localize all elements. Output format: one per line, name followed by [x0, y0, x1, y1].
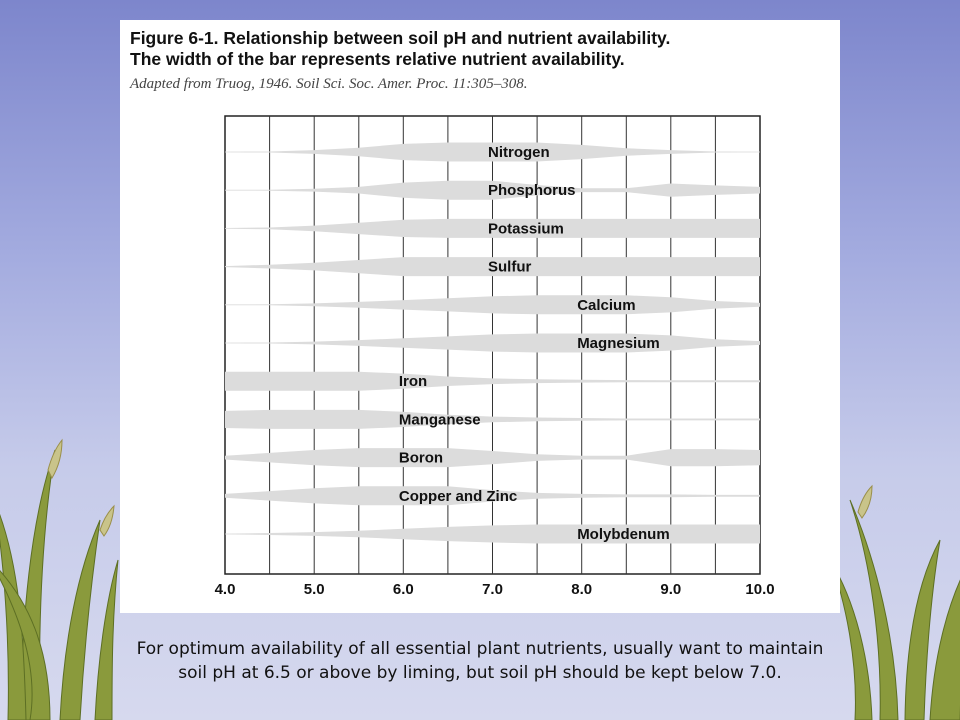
x-tick-label: 4.0	[215, 581, 236, 598]
figure-title-line1: Figure 6-1. Relationship between soil pH…	[130, 28, 671, 48]
band-nitrogen	[225, 142, 760, 162]
x-tick-label: 7.0	[482, 581, 503, 598]
band-manganese	[225, 409, 760, 429]
caption-line2: soil pH at 6.5 or above by liming, but s…	[178, 663, 782, 683]
x-tick-label: 6.0	[393, 581, 414, 598]
band-label: Phosphorus	[488, 182, 576, 199]
figure-panel: Figure 6-1. Relationship between soil pH…	[120, 20, 840, 613]
band-label: Manganese	[399, 411, 481, 428]
band-label: Boron	[399, 450, 443, 467]
figure-source: Adapted from Truog, 1946. Soil Sci. Soc.…	[130, 76, 528, 92]
band-iron	[225, 371, 760, 391]
band-label: Iron	[399, 373, 427, 390]
caption: For optimum availability of all essentia…	[20, 637, 940, 685]
band-potassium	[225, 218, 760, 238]
band-molybdenum	[225, 524, 760, 544]
x-tick-label: 9.0	[660, 581, 681, 598]
x-tick-label: 10.0	[745, 581, 774, 598]
band-label: Calcium	[577, 297, 635, 314]
figure-title-line2: The width of the bar represents relative…	[130, 49, 625, 69]
band-copper-and-zinc	[225, 486, 760, 506]
band-magnesium	[225, 333, 760, 353]
band-label: Potassium	[488, 220, 564, 237]
nutrient-availability-chart: Nitrogen Phosphorus Potassium Sulfur Calcium…	[215, 115, 775, 598]
x-tick-label: 5.0	[304, 581, 325, 598]
band-calcium	[225, 295, 760, 315]
caption-line1: For optimum availability of all essentia…	[136, 639, 824, 659]
band-sulfur	[225, 257, 760, 277]
band-label: Sulfur	[488, 259, 531, 276]
band-label: Nitrogen	[488, 144, 550, 161]
band-label: Magnesium	[577, 335, 660, 352]
band-phosphorus	[225, 180, 760, 200]
figure-title: Figure 6-1. Relationship between soil pH…	[130, 28, 670, 70]
x-tick-label: 8.0	[571, 581, 592, 598]
band-label: Copper and Zinc	[399, 488, 517, 505]
band-label: Molybdenum	[577, 526, 670, 543]
band-boron	[225, 448, 760, 468]
